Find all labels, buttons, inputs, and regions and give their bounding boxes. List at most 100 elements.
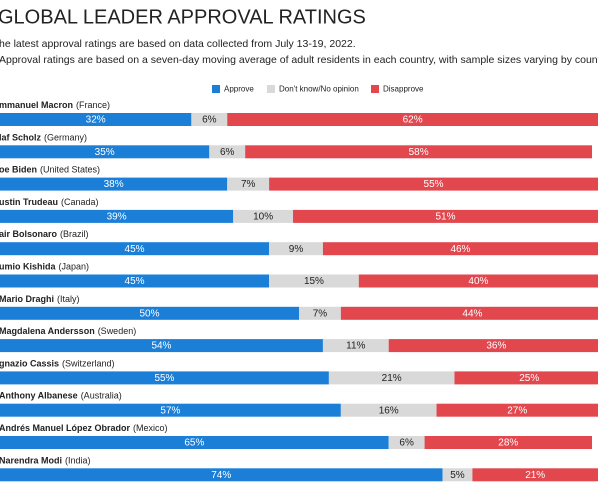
value-label: 9% [289,244,304,255]
leader-name: mmanuel Macron [0,100,73,110]
leader-name: umio Kishida [0,262,56,272]
bar-segment [0,306,299,320]
value-label: 16% [379,405,399,416]
leader-label: gnazio Cassis (Switzerland) [0,359,115,369]
leader-name: Narendra Modi [0,456,62,466]
leader-label: ustin Trudeau (Canada) [0,197,99,207]
bar-segment [442,468,473,482]
leader-label: umio Kishida (Japan) [0,262,89,272]
bar-segment [227,177,270,191]
value-label: 45% [125,244,145,255]
leader-country: (Canada) [61,197,99,207]
leader-country: (Australia) [81,391,122,401]
leader-name: Mario Draghi [0,294,54,304]
value-label: 38% [104,179,124,190]
bar-segment [0,274,270,288]
bar-segment [340,306,598,320]
bar-segment [340,403,437,417]
bar-segment [322,339,389,353]
leader-name: Magdalena Andersson [0,326,95,336]
value-label: 58% [409,147,429,158]
leader-name: Andrés Manuel López Obrador [0,423,131,433]
chart-subtitle: he latest approval ratings are based on … [0,38,356,50]
leader-label: Magdalena Andersson (Sweden) [0,326,136,336]
leader-country: (Brazil) [60,230,89,240]
value-label: 46% [450,244,470,255]
leader-country: (Sweden) [98,326,137,336]
leader-label: Andrés Manuel López Obrador (Mexico) [0,423,168,433]
bar-segment [0,371,329,385]
bar-segment [0,113,192,126]
value-label: 50% [139,308,159,319]
value-label: 40% [468,276,488,287]
bar-segment [233,209,294,223]
value-label: 45% [125,276,145,287]
value-label: 39% [107,212,127,223]
value-label: 62% [403,115,423,126]
bar-segment [269,177,598,191]
leader-label: Anthony Albanese (Australia) [0,391,122,401]
leader-country: (India) [65,456,91,466]
leader-label: oe Biden (United States) [0,165,100,175]
leader-label: air Bolsonaro (Brazil) [0,230,89,240]
value-label: 6% [202,115,217,126]
leader-label: Narendra Modi (India) [0,456,91,466]
value-label: 44% [462,308,482,319]
bar-segment [328,371,455,385]
leader-name: Anthony Albanese [0,391,78,401]
bar-segment [322,242,598,256]
bar-segment [0,209,234,223]
bar-segment [293,209,598,223]
legend-swatch [267,85,275,93]
leader-country: (United States) [40,165,100,175]
value-label: 15% [304,276,324,287]
leader-country: (Japan) [59,262,90,272]
bar-segment [245,145,593,159]
leader-name: ustin Trudeau [0,197,58,207]
chart-title: GLOBAL LEADER APPROVAL RATINGS [0,6,366,28]
value-label: 36% [486,341,506,352]
leader-name: gnazio Cassis [0,359,59,369]
legend-swatch [371,85,379,93]
chart-subtitle: Approval ratings are based on a seven-da… [0,54,598,66]
leader-label: laf Scholz (Germany) [0,133,87,143]
value-label: 10% [253,212,273,223]
bar-segment [0,339,323,353]
value-label: 7% [241,179,256,190]
bar-segment [209,145,246,159]
bar-segment [454,371,598,385]
value-label: 27% [507,405,527,416]
leader-label: Mario Draghi (Italy) [0,294,80,304]
bar-segment [424,436,593,449]
value-label: 74% [211,470,231,481]
bar-segment [269,242,323,256]
leader-country: (Switzerland) [62,359,115,369]
value-label: 21% [525,470,545,481]
value-label: 6% [399,438,414,449]
value-label: 32% [86,115,106,126]
value-label: 51% [436,212,456,223]
legend-label: Disapprove [383,85,424,94]
bar-segment [269,274,359,288]
value-label: 55% [424,179,444,190]
leader-country: (Mexico) [133,423,168,433]
leader-name: oe Biden [0,165,37,175]
value-label: 65% [184,438,204,449]
value-label: 11% [346,341,365,352]
legend-label: Approve [224,85,254,94]
bar-segment [388,339,598,353]
value-label: 54% [151,341,171,352]
leader-country: (Germany) [44,133,87,143]
bar-segment [0,145,210,159]
leader-country: (Italy) [57,294,80,304]
bar-segment [0,468,443,482]
bar-segment [0,177,228,191]
leader-label: mmanuel Macron (France) [0,100,110,110]
bar-segment [388,436,425,449]
bar-segment [0,242,270,256]
leader-name: laf Scholz [0,133,42,143]
legend-swatch [212,85,220,93]
value-label: 28% [498,438,518,449]
